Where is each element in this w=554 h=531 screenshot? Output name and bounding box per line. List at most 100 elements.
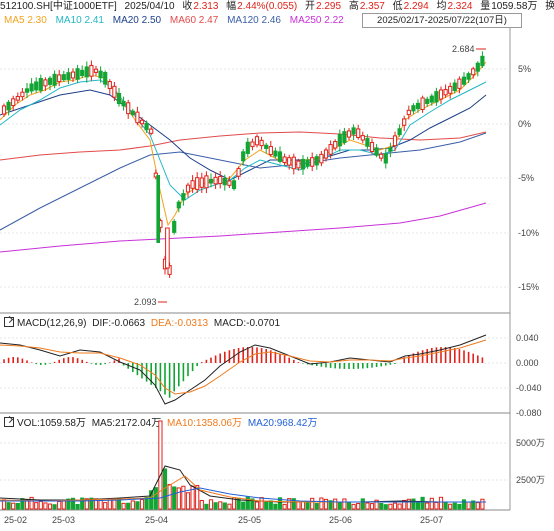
volume-bar bbox=[181, 485, 186, 510]
volume-bar bbox=[34, 502, 39, 510]
volume-bar bbox=[333, 498, 338, 510]
volume-bar bbox=[199, 500, 204, 510]
candle-body bbox=[342, 131, 347, 143]
volume-bar bbox=[287, 498, 292, 510]
volume-bar bbox=[185, 492, 191, 510]
candle-body bbox=[471, 68, 476, 76]
high-label: 高 bbox=[348, 1, 359, 12]
volume-bar bbox=[471, 500, 476, 510]
ma20-legend[interactable]: MA20 2.50 bbox=[112, 15, 162, 26]
macd-dif: DIF:-0.0663 bbox=[92, 318, 146, 329]
volume-bar bbox=[397, 503, 402, 510]
candle-body bbox=[208, 178, 214, 184]
volume-bar bbox=[89, 497, 94, 510]
ma250-line bbox=[0, 202, 487, 253]
volume-bar bbox=[273, 503, 278, 510]
candle-body bbox=[165, 227, 170, 269]
volume-bar bbox=[264, 501, 269, 510]
candle-body bbox=[425, 98, 430, 105]
candle-body bbox=[43, 79, 48, 87]
volume-bar bbox=[415, 501, 421, 510]
volume-bar bbox=[452, 502, 457, 510]
open-value: 2.295 bbox=[316, 1, 342, 12]
volume-bar bbox=[135, 501, 140, 510]
candle-body bbox=[190, 180, 195, 189]
candle-body bbox=[218, 176, 223, 185]
volume-bar bbox=[218, 501, 223, 510]
axis-label-5pct: 5% bbox=[518, 64, 531, 74]
ma-legend: MA5 2.30 MA10 2.41 MA20 2.50 MA60 2.47 M… bbox=[4, 15, 350, 27]
candle-body bbox=[268, 146, 273, 156]
macd-axis-1: 0.000 bbox=[516, 358, 539, 368]
candle-body bbox=[70, 71, 76, 79]
expand-icon[interactable] bbox=[4, 417, 14, 427]
volume-bar bbox=[383, 504, 388, 510]
candle-body bbox=[346, 130, 352, 138]
ma120-legend[interactable]: MA120 2.46 bbox=[227, 15, 281, 26]
volume-bar bbox=[406, 498, 411, 510]
turnover-label: 换 bbox=[545, 1, 554, 12]
volume-bar bbox=[420, 496, 425, 510]
volume-bar bbox=[98, 499, 103, 510]
volume-bar bbox=[149, 490, 154, 510]
candle-body bbox=[121, 100, 126, 107]
volume-bar bbox=[374, 499, 379, 510]
change-label: 幅 bbox=[226, 1, 237, 12]
volume-bar bbox=[342, 498, 347, 510]
candle-body bbox=[112, 85, 117, 98]
vol-ma5-line bbox=[0, 465, 486, 503]
ma10-legend[interactable]: MA10 2.41 bbox=[55, 15, 104, 26]
volume-bar bbox=[365, 502, 370, 510]
ma250-legend[interactable]: MA250 2.22 bbox=[289, 15, 344, 26]
vol-title[interactable]: VOL:1059.58万 bbox=[17, 418, 86, 429]
volume-bar bbox=[172, 486, 177, 510]
volume-bar bbox=[291, 498, 296, 510]
volume-bar bbox=[167, 483, 172, 510]
candle-body bbox=[291, 156, 296, 170]
candle-body bbox=[273, 150, 278, 157]
ma60-legend[interactable]: MA60 2.47 bbox=[169, 15, 219, 26]
candle-body bbox=[319, 153, 324, 164]
vol-ma20-line bbox=[0, 487, 486, 503]
candle-body bbox=[310, 157, 315, 167]
vol-axis-1: 2500万 bbox=[516, 475, 545, 485]
volume-bar bbox=[296, 501, 301, 510]
volume-bar bbox=[144, 497, 149, 510]
volume-bar bbox=[429, 497, 434, 510]
ma60-line bbox=[0, 131, 487, 161]
candle-body bbox=[103, 71, 108, 85]
candle-body bbox=[199, 177, 204, 188]
volume-bar bbox=[314, 503, 319, 510]
candle-body bbox=[185, 184, 191, 193]
volume-bar bbox=[139, 499, 145, 510]
volume-value: 1059.58万 bbox=[491, 1, 538, 12]
candle-body bbox=[135, 111, 140, 124]
candle-body bbox=[24, 88, 30, 93]
x-label-1: 25-03 bbox=[52, 515, 75, 525]
candle-body bbox=[156, 175, 160, 243]
macd-title[interactable]: MACD(12,26,9) bbox=[17, 318, 87, 329]
candle-body bbox=[80, 69, 85, 76]
volume-bar bbox=[388, 503, 393, 510]
candle-body bbox=[204, 175, 209, 189]
volume-bar bbox=[259, 497, 264, 510]
volume-bar bbox=[195, 485, 200, 510]
candle-body bbox=[250, 141, 255, 148]
candle-body bbox=[480, 55, 485, 67]
date-range-box[interactable]: 2025/02/17-2025/07/22(107日) bbox=[362, 13, 522, 28]
expand-icon[interactable] bbox=[4, 317, 14, 327]
candle-body bbox=[57, 74, 62, 83]
candle-body bbox=[75, 68, 80, 80]
volume-bar bbox=[158, 420, 163, 510]
volume-bar bbox=[268, 500, 273, 510]
security-name[interactable]: 512100.SH[中证1000ETF] bbox=[0, 1, 117, 12]
volume-bar bbox=[112, 499, 117, 510]
volume-bar bbox=[47, 503, 53, 510]
ma5-legend[interactable]: MA5 2.30 bbox=[4, 15, 47, 26]
dea-line bbox=[0, 339, 487, 395]
quote-header: 512100.SH[中证1000ETF] 2025/04/10 收2.313 幅… bbox=[0, 0, 554, 13]
avg-label: 均 bbox=[436, 1, 447, 12]
volume-bar bbox=[204, 503, 209, 510]
candle-body bbox=[314, 156, 319, 166]
